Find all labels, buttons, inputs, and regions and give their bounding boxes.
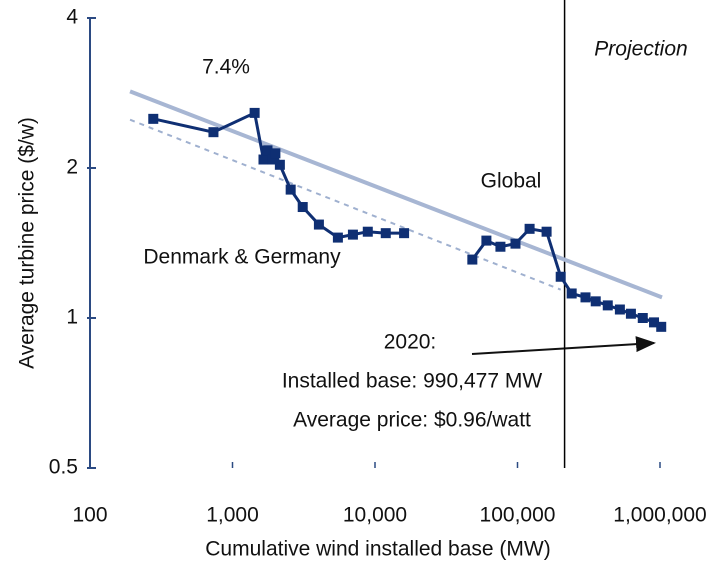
y-tick-label: 4 xyxy=(66,6,78,29)
marker xyxy=(555,271,566,282)
y-tick-label: 0.5 xyxy=(49,456,78,479)
marker xyxy=(481,235,492,246)
marker xyxy=(148,113,159,124)
marker xyxy=(649,317,660,328)
x-tick-label: 100,000 xyxy=(480,504,556,527)
marker xyxy=(614,304,625,315)
annotation: Projection xyxy=(594,38,687,61)
marker xyxy=(208,127,219,138)
marker xyxy=(297,202,308,213)
marker xyxy=(524,223,535,234)
marker xyxy=(656,321,667,332)
marker xyxy=(285,184,296,195)
marker xyxy=(541,226,552,237)
series-line xyxy=(152,110,405,240)
x-tick-label: 100 xyxy=(72,504,107,527)
trend-line xyxy=(129,118,562,291)
marker xyxy=(495,241,506,252)
marker xyxy=(313,219,324,230)
marker xyxy=(270,148,281,159)
marker xyxy=(580,292,591,303)
x-tick-label: 10,000 xyxy=(343,504,407,527)
marker xyxy=(249,107,260,118)
annotation: Installed base: 990,477 MW xyxy=(282,370,542,393)
series-line xyxy=(471,227,663,329)
marker xyxy=(566,288,577,299)
marker xyxy=(590,296,601,307)
marker xyxy=(602,300,613,311)
marker xyxy=(467,254,478,265)
x-axis-title: Cumulative wind installed base (MW) xyxy=(205,538,550,561)
marker xyxy=(332,232,343,243)
y-tick-label: 2 xyxy=(66,156,78,179)
marker xyxy=(347,229,358,240)
series-label: Denmark & Germany xyxy=(143,246,341,269)
arrow xyxy=(471,336,656,355)
marker xyxy=(362,226,373,237)
annotation: Average price: $0.96/watt xyxy=(293,409,531,432)
marker xyxy=(399,228,410,239)
marker xyxy=(380,228,391,239)
marker xyxy=(274,159,285,170)
y-tick-label: 1 xyxy=(66,306,78,329)
trend-line xyxy=(129,89,663,300)
marker xyxy=(258,154,269,165)
y-axis-title: Average turbine price ($/w) xyxy=(16,117,39,369)
x-tick-label: 1,000,000 xyxy=(613,504,706,527)
series-label: Global xyxy=(481,170,542,193)
annotation: 2020: xyxy=(384,331,437,354)
marker xyxy=(262,145,273,156)
annotation: 7.4% xyxy=(202,56,250,79)
marker xyxy=(637,313,648,323)
x-tick-label: 1,000 xyxy=(206,504,259,527)
marker xyxy=(267,154,278,165)
marker xyxy=(510,238,521,249)
marker xyxy=(625,308,636,319)
